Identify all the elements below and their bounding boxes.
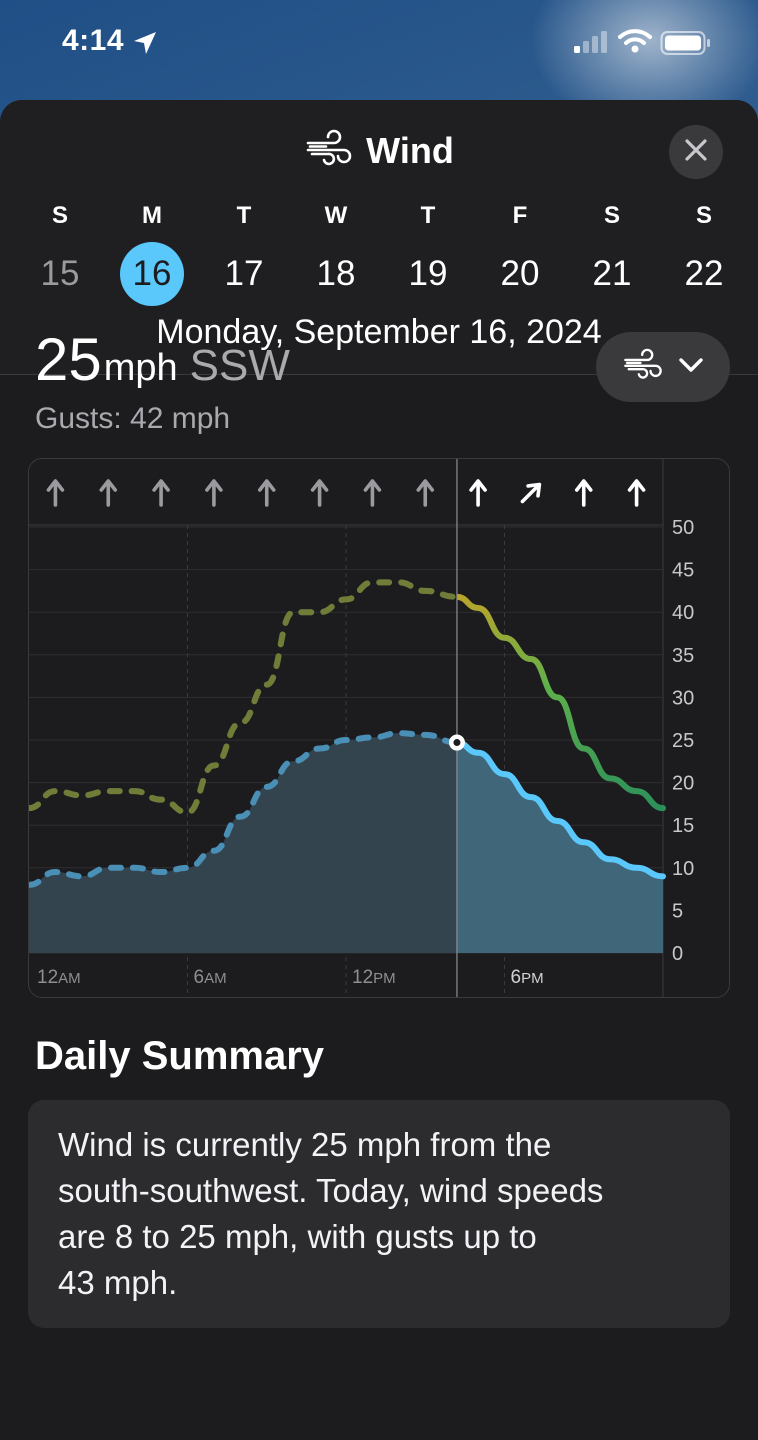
current-gusts: Gusts: 42 mph [35,402,231,435]
wifi-icon [618,28,652,59]
sheet-header: Wind S 15 M 16 T 17 W 18 T 19 F 20 S 21 S 22 Monday, Se… [0,100,758,375]
gust-line-past-tint [29,579,457,816]
wind-direction-arrow [416,479,435,507]
day-17[interactable]: T 17 [198,200,290,306]
day-number: 20 [500,254,540,293]
day-letter: T [236,202,252,229]
summary-line: are 8 to 25 mph, with gusts up to [58,1218,537,1255]
day-number: 18 [316,254,356,293]
wind-direction-arrow [99,479,118,507]
close-button[interactable] [669,125,723,179]
y-tick-label: 25 [672,730,694,752]
day-21[interactable]: S 21 [566,200,658,306]
status-bar: 4:14 [0,0,758,90]
day-number: 22 [684,254,724,293]
wind-line-past [29,730,457,888]
wind-area-future [456,742,663,953]
wind-line-future [456,739,666,880]
header-divider [0,374,758,375]
y-tick-label: 30 [672,687,694,709]
chart-type-menu-button[interactable] [596,332,730,402]
chevron-down-icon [678,356,704,379]
cellular-signal-icon [572,30,610,59]
y-tick-label: 50 [672,517,694,539]
y-tick-label: 20 [672,773,694,795]
day-number-selected: 16 [120,242,184,306]
close-icon [684,138,708,167]
selected-date-label: Monday, September 16, 2024 [156,313,602,351]
day-20[interactable]: F 20 [474,200,566,306]
wind-direction-arrow [257,479,276,507]
wind-icon [622,348,664,387]
day-number: 19 [408,254,448,293]
current-direction: SSW [189,341,290,390]
wind-direction-arrow [469,479,487,507]
wind-direction-arrow [363,479,382,507]
now-marker-inner [453,739,461,747]
day-letter: S [603,202,620,229]
current-speed-unit: mph [103,347,178,389]
location-arrow-icon [132,30,158,61]
y-tick-label: 35 [672,645,694,667]
y-tick-label: 45 [672,560,694,582]
day-15[interactable]: S 15 [14,200,106,306]
x-tick-label: 12AM [37,967,81,988]
day-number: 21 [592,254,632,293]
wind-direction-arrow [574,479,593,507]
wind-direction-arrow [627,479,646,507]
daily-summary-heading: Daily Summary [35,1034,325,1078]
day-18[interactable]: W 18 [290,200,382,306]
summary-line: south-southwest. Today, wind speeds [58,1172,604,1209]
battery-icon [660,30,712,61]
title-label: Wind [366,130,454,171]
status-time: 4:14 [62,24,125,57]
day-22[interactable]: S 22 [658,200,750,306]
y-tick-label: 40 [672,602,694,624]
x-tick-label: 6AM [194,967,227,988]
day-number: 17 [224,254,264,293]
y-tick-label: 10 [672,858,694,880]
daily-summary-card: Wind is currently 25 mph from the south-… [28,1100,730,1328]
wind-direction-arrow [46,479,65,507]
gust-line-future [456,593,666,812]
day-letter: S [695,202,712,229]
x-tick-label: 12PM [352,967,396,988]
wind-direction-arrow [310,479,329,507]
wind-chart[interactable]: 50 45 40 35 30 25 20 15 10 5 0 12AM 6AM 12PM 6PM [28,458,730,998]
current-speed-value: 25 [35,326,102,393]
wind-icon [304,129,354,174]
y-tick-label: 15 [672,815,694,837]
y-tick-label: 0 [672,943,683,965]
x-tick-label: 6PM [511,967,544,988]
day-letter: M [142,202,162,229]
day-letter: W [324,202,348,229]
day-16[interactable]: M 16 [106,200,198,306]
day-letter: T [420,202,436,229]
day-19[interactable]: T 19 [382,200,474,306]
summary-line: 43 mph. [58,1264,178,1301]
current-wind-readout: 25 mph SSW [35,325,290,395]
wind-area-past [29,733,457,953]
day-letter: F [512,202,528,229]
week-day-picker: S 15 M 16 T 17 W 18 T 19 F 20 S 21 S 22 [14,200,750,306]
sheet-title: Wind [0,128,758,174]
day-letter: S [51,202,68,229]
wind-direction-arrow [205,479,223,507]
wind-direction-arrow [520,482,542,504]
day-number: 15 [40,254,80,293]
summary-line: Wind is currently 25 mph from the [58,1126,552,1163]
y-tick-label: 5 [672,900,683,922]
wind-direction-arrow [152,479,170,507]
